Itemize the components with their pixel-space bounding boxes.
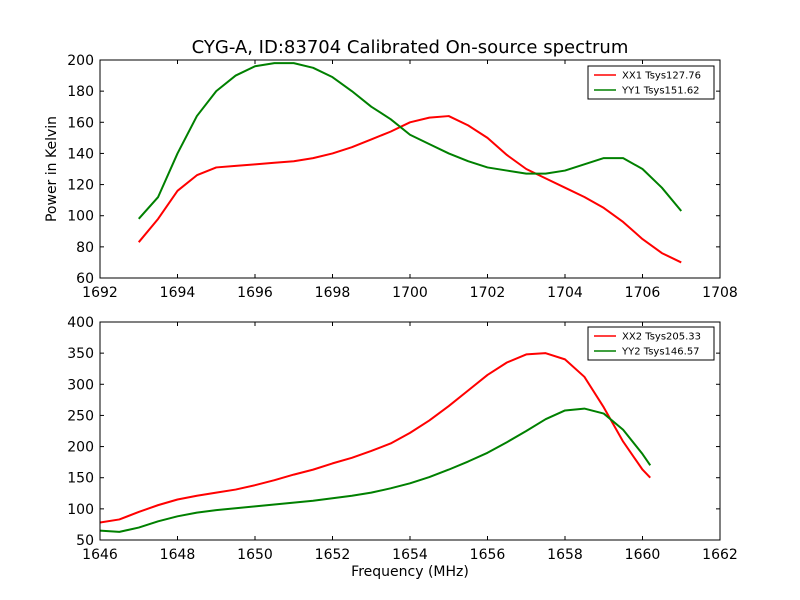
x-tick-label: 1648 [160,547,196,563]
y-tick-label: 400 [67,315,94,331]
x-tick-label: 1654 [392,547,428,563]
legend-box [587,65,715,100]
legend-label-2: YY2 Tsys146.57 [621,347,700,358]
x-tick-label: 1702 [470,285,506,301]
x-tick-label: 1704 [547,285,583,301]
y-tick-label: 200 [67,440,94,456]
x-tick-label: 1708 [702,285,738,301]
y-tick-label: 150 [67,471,94,487]
y-tick-label: 140 [67,146,94,162]
bottom-panel: 1646 1648 1650 1652 1654 1656 1658 1660 1662 50 10… [67,315,738,563]
legend: XX1 Tsys127.76 YY1 Tsys151.62 [587,65,715,100]
y-tick-label: 180 [67,84,94,100]
x-tick-label: 1656 [470,547,506,563]
y-tick-label: 200 [67,53,94,69]
x-tick-label: 1696 [237,285,273,301]
x-tick-label: 1658 [547,547,583,563]
legend-label-1: XX1 Tsys127.76 [622,71,701,82]
x-tick-label: 1698 [315,285,351,301]
y-axis-label: Power in Kelvin [44,116,60,222]
series-line-2 [100,407,652,533]
x-tick-label: 1650 [237,547,273,563]
legend-box [587,326,715,361]
y-tick-label: 80 [76,240,94,256]
y-tick-label: 160 [67,115,94,131]
x-axis-label: Frequency (MHz) [351,564,469,580]
y-tick-label: 120 [67,178,94,194]
x-tick-label: 1660 [625,547,661,563]
y-tick-label: 350 [67,346,94,362]
series-line-1 [100,352,651,524]
legend-label-2: YY1 Tsys151.62 [621,86,700,97]
y-tick-label: 100 [67,209,94,225]
y-tick-label: 100 [67,502,94,518]
top-panel: 1692 1694 1696 1698 1700 1702 1704 1706 1708 60 80… [67,53,738,301]
x-tick-label: 1646 [82,547,118,563]
y-tick-label: 250 [67,408,94,424]
legend-label-1: XX2 Tsys205.33 [622,332,701,343]
x-tick-label: 1700 [392,285,428,301]
x-tick-label: 1652 [315,547,351,563]
x-tick-label: 1692 [82,285,118,301]
x-tick-label: 1706 [625,285,661,301]
y-tick-label: 60 [76,271,94,287]
figure-title: CYG-A, ID:83704 Calibrated On-source spe… [192,37,629,58]
legend: XX2 Tsys205.33 YY2 Tsys146.57 [587,326,715,361]
series-line-1 [137,115,682,264]
y-tick-label: 50 [76,533,94,549]
x-tick-label: 1694 [160,285,196,301]
y-tick-label: 300 [67,377,94,393]
x-tick-label: 1662 [702,547,738,563]
series-line-2 [138,62,683,220]
